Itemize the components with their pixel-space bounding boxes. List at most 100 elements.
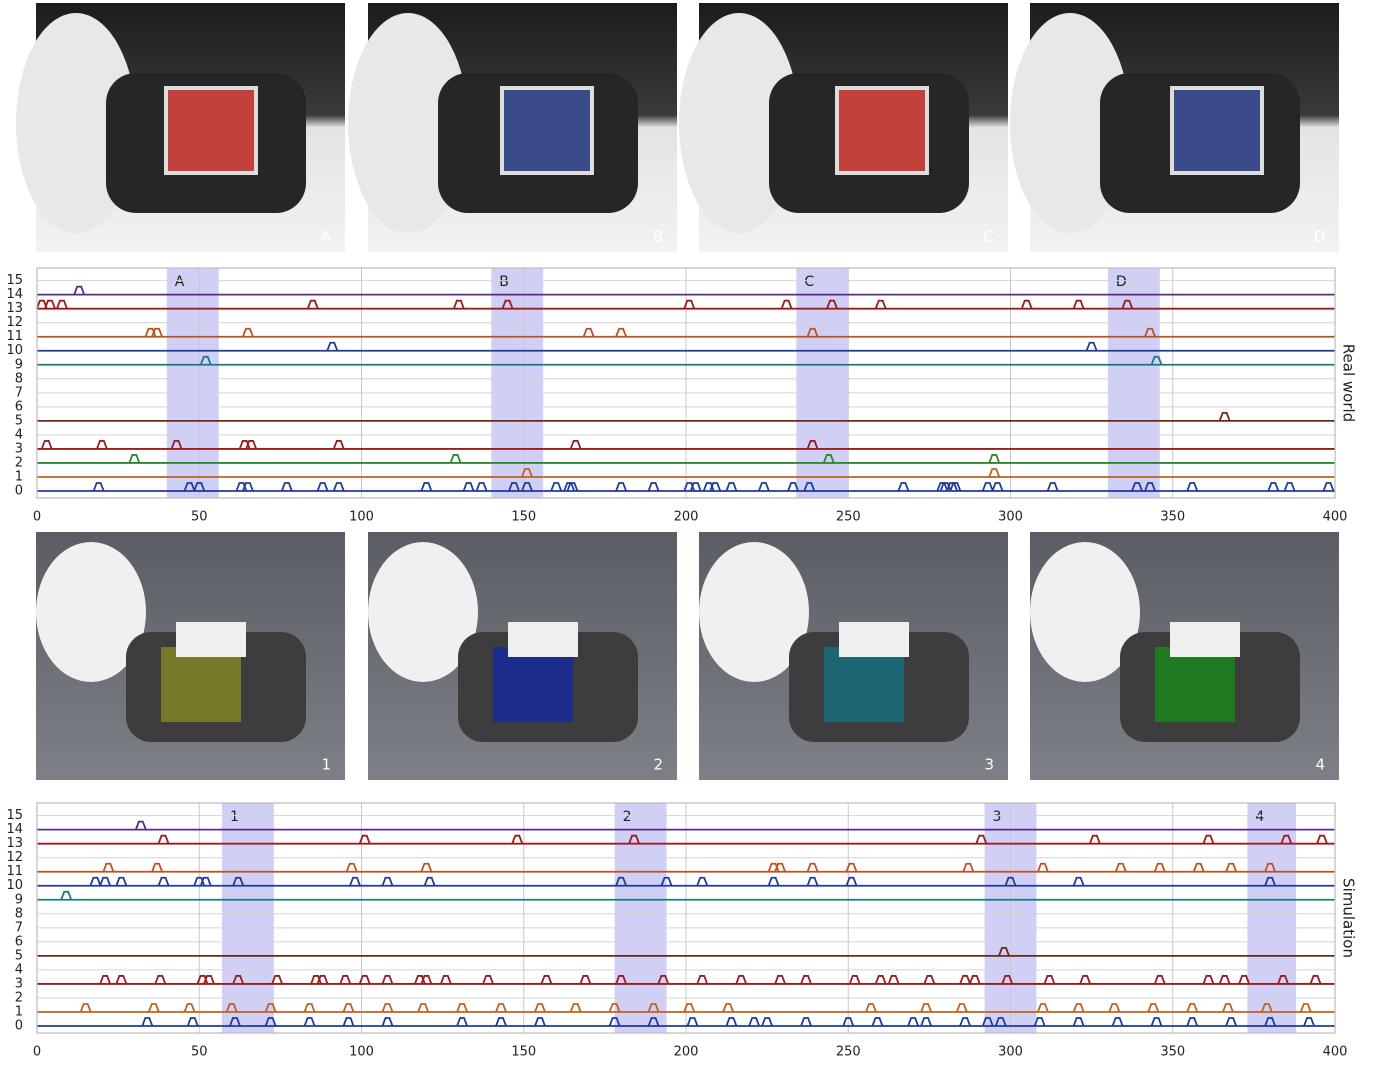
event-pulse — [128, 454, 141, 464]
event-pulse — [420, 975, 433, 985]
x-tick-label: 300 — [998, 510, 1023, 525]
event-pulse — [303, 1017, 316, 1027]
span-label: A — [175, 274, 185, 290]
x-tick-label: 250 — [836, 1045, 861, 1060]
event-pulse — [686, 1017, 699, 1027]
event-pulse — [787, 482, 799, 492]
event-pulse — [1037, 862, 1049, 873]
event-pulse — [800, 1017, 812, 1027]
event-pulse — [440, 975, 452, 985]
event-pulse — [696, 876, 709, 887]
y-tick-label: 10 — [6, 878, 23, 893]
sim-arm — [1030, 542, 1140, 682]
event-pulse — [1202, 975, 1215, 985]
render: 1 — [36, 532, 345, 780]
event-pulse — [495, 1003, 507, 1013]
event-pulse — [281, 482, 293, 492]
event-pulse — [774, 862, 786, 873]
event-pulse — [842, 1017, 855, 1027]
event-pulse — [660, 876, 673, 887]
render: 3 — [699, 532, 1008, 780]
event-pulse — [316, 975, 329, 985]
event-pulse — [1004, 876, 1017, 887]
event-pulse — [615, 327, 627, 338]
image-panels: A B C D1 2 3 4 — [16, 3, 1339, 780]
event-pulse — [647, 482, 660, 492]
event-pulse — [199, 355, 212, 366]
y-tick-label: 12 — [6, 850, 23, 865]
sim-cube-top — [508, 622, 578, 657]
event-pulse — [141, 1017, 154, 1027]
event-pulse — [975, 834, 988, 844]
event-pulse — [1072, 1003, 1085, 1013]
panel-label: A — [321, 228, 332, 246]
y-tick-label: 7 — [15, 920, 23, 935]
event-pulse — [647, 1017, 660, 1027]
x-tick-label: 400 — [1323, 1045, 1348, 1060]
event-pulse — [563, 482, 576, 492]
event-pulse — [40, 440, 53, 450]
y-tick-label: 10 — [6, 343, 23, 358]
event-pulse — [1322, 482, 1335, 492]
event-pulse — [735, 975, 748, 985]
sim-cube-top — [176, 622, 246, 657]
event-pulse — [381, 1003, 394, 1013]
event-pulse — [955, 1003, 968, 1013]
event-pulse — [968, 975, 981, 985]
cube — [1170, 86, 1264, 175]
event-pulse — [1303, 1017, 1315, 1027]
event-pulse — [1043, 975, 1056, 985]
event-pulse — [1072, 299, 1085, 309]
y-tick-label: 11 — [6, 329, 23, 344]
event-pulse — [36, 299, 48, 309]
event-pulse — [508, 482, 520, 492]
event-pulse — [907, 1017, 919, 1027]
event-pulse — [56, 299, 68, 309]
sim-cube-top — [1170, 622, 1240, 657]
event-pulse — [326, 341, 339, 352]
event-pulse — [1218, 411, 1231, 422]
x-tick-label: 400 — [1323, 510, 1348, 525]
event-pulse — [1186, 1003, 1199, 1013]
event-pulse — [761, 1017, 773, 1027]
event-pulse — [456, 1003, 468, 1013]
event-pulse — [1121, 299, 1134, 309]
event-pulse — [102, 862, 115, 873]
event-pulse — [1108, 1003, 1121, 1013]
event-pulse — [774, 975, 786, 985]
span-label: B — [499, 274, 509, 290]
sim-cube-top — [839, 622, 909, 657]
event-pulse — [988, 468, 1001, 478]
event-pulse — [887, 975, 900, 985]
span-label: 4 — [1255, 809, 1264, 825]
event-pulse — [871, 1017, 884, 1027]
side-label: Simulation — [1340, 878, 1358, 958]
event-pulse — [264, 1017, 277, 1027]
y-tick-label: 14 — [6, 287, 23, 302]
event-pulse — [1299, 1003, 1312, 1013]
x-tick-label: 300 — [998, 1045, 1023, 1060]
event-pulse — [826, 299, 838, 309]
event-pulse — [1072, 1017, 1085, 1027]
event-pulse — [725, 482, 738, 492]
photo: D — [1010, 3, 1339, 252]
event-pulse — [245, 440, 258, 450]
event-pulse — [949, 482, 962, 492]
event-pulse — [865, 1003, 877, 1013]
event-pulse — [501, 299, 514, 309]
event-pulse — [73, 285, 86, 295]
event-pulse — [423, 876, 436, 887]
event-pulse — [271, 975, 283, 985]
event-pulse — [339, 975, 352, 985]
y-tick-label: 12 — [6, 315, 23, 330]
x-tick-label: 200 — [674, 510, 699, 525]
event-pulse — [696, 975, 709, 985]
plot-frame — [36, 802, 1336, 1034]
event-pulse — [748, 1017, 760, 1027]
y-tick-label: 1 — [15, 1004, 23, 1019]
event-pulse — [780, 299, 793, 309]
event-pulse — [183, 1003, 196, 1013]
event-pulse — [758, 482, 770, 492]
x-tick-label: 0 — [33, 1045, 41, 1060]
